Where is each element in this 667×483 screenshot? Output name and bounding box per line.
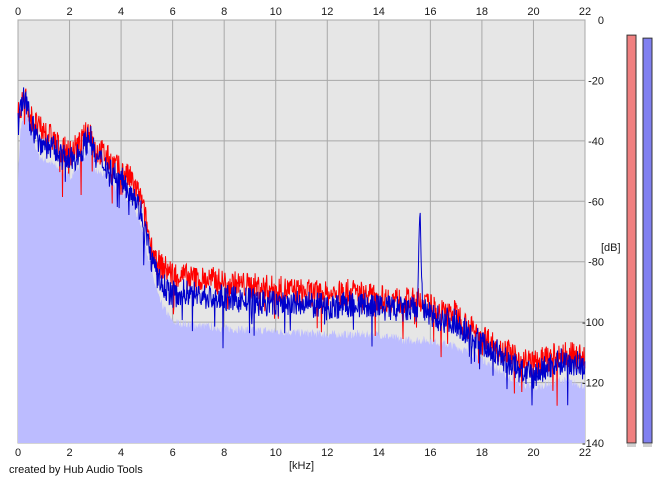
x-tick-label-top: 10 [270,6,282,18]
x-tick-label-top: 18 [476,6,488,18]
x-tick-label-top: 8 [221,6,227,18]
x-tick-label-bottom: 16 [424,447,436,459]
x-tick-label-top: 2 [66,6,72,18]
x-tick-label-bottom: 18 [476,447,488,459]
x-tick-label-bottom: 6 [170,447,176,459]
y-tick-label: -40 [588,136,604,148]
y-axis-label: [dB] [601,242,621,254]
level-meter-base-2 [643,444,652,447]
x-tick-label-top: 12 [321,6,333,18]
level-meter-2 [642,37,653,444]
level-meter-1 [626,34,637,444]
x-tick-label-bottom: 22 [579,447,591,459]
x-tick-label-top: 6 [170,6,176,18]
series-area-fill [18,108,585,444]
y-tick-label: -120 [582,378,604,390]
y-tick-label: -20 [588,75,604,87]
x-tick-label-bottom: 10 [270,447,282,459]
x-axis-top: 0 2 4 6 8 10 12 14 16 18 20 22 [15,6,591,18]
y-tick-label: 0 [598,15,604,27]
x-tick-label-bottom: 12 [321,447,333,459]
level-meters [626,34,653,447]
x-tick-label-bottom: 2 [66,447,72,459]
x-tick-label-top: 22 [579,6,591,18]
series-layer [17,87,586,444]
y-axis-right: 0 -20 -40 -60 -80 -100 -120 -140 [582,15,604,450]
y-tick-label: -80 [588,257,604,269]
x-tick-label-top: 20 [527,6,539,18]
level-meter-base-1 [627,444,636,447]
x-tick-label-top: 4 [118,6,124,18]
x-tick-label-bottom: 20 [527,447,539,459]
x-tick-label-top: 16 [424,6,436,18]
x-tick-label-bottom: 4 [118,447,124,459]
x-tick-label-bottom: 14 [373,447,385,459]
y-tick-label: -140 [582,438,604,450]
credit-text: created by Hub Audio Tools [9,464,143,476]
y-tick-label: -100 [582,317,604,329]
x-tick-label-top: 0 [15,6,21,18]
x-axis-label: [kHz] [289,460,314,472]
series-line-blue [17,87,586,406]
x-axis-bottom: 0 2 4 6 8 10 12 14 16 18 20 22 [15,447,591,459]
y-tick-label: -60 [588,196,604,208]
x-tick-label-top: 14 [373,6,385,18]
x-tick-label-bottom: 0 [15,447,21,459]
x-tick-label-bottom: 8 [221,447,227,459]
